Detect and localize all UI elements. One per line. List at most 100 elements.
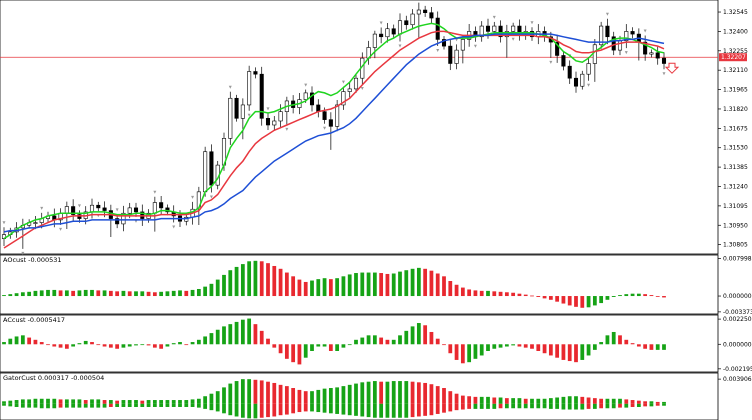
indicator-bar	[580, 344, 585, 360]
bullish-candle[interactable]	[127, 207, 132, 214]
ao-indicator-pane[interactable]	[2, 260, 666, 308]
bullish-candle[interactable]	[203, 151, 208, 193]
bullish-candle[interactable]	[385, 28, 390, 38]
indicator-bar	[297, 344, 302, 365]
fractal-arrow-icon	[549, 60, 553, 64]
bullish-candle[interactable]	[303, 92, 308, 100]
bearish-candle[interactable]	[448, 45, 453, 64]
bullish-candle[interactable]	[580, 73, 585, 87]
bearish-candle[interactable]	[404, 20, 409, 26]
bullish-candle[interactable]	[592, 44, 597, 64]
bearish-candle[interactable]	[391, 28, 396, 35]
bullish-candle[interactable]	[397, 20, 403, 35]
bearish-candle[interactable]	[630, 31, 635, 35]
bearish-candle[interactable]	[441, 39, 447, 47]
bearish-candle[interactable]	[71, 206, 76, 215]
bearish-candle[interactable]	[259, 73, 264, 119]
gator-lower-bar	[240, 403, 245, 418]
bullish-candle[interactable]	[649, 52, 654, 55]
gator-lower-bar	[209, 403, 214, 411]
bullish-candle[interactable]	[460, 39, 465, 51]
bullish-candle[interactable]	[586, 63, 591, 75]
bullish-candle[interactable]	[353, 77, 359, 90]
gator-indicator-pane[interactable]	[2, 379, 666, 419]
bearish-candle[interactable]	[265, 118, 271, 126]
indicator-bar	[203, 336, 208, 345]
indicator-bar	[372, 272, 377, 297]
indicator-bar	[492, 344, 497, 349]
bearish-candle[interactable]	[555, 41, 560, 56]
bearish-candle[interactable]	[573, 77, 579, 87]
indicator-bar	[542, 296, 547, 299]
bearish-candle[interactable]	[159, 202, 164, 209]
bullish-candle[interactable]	[121, 212, 126, 225]
gator-upper-bar	[624, 399, 629, 404]
bearish-candle[interactable]	[328, 119, 333, 127]
bearish-candle[interactable]	[309, 92, 315, 106]
bullish-candle[interactable]	[33, 222, 38, 224]
gator-lower-bar	[272, 403, 277, 417]
indicator-bar	[96, 290, 101, 297]
indicator-bar	[335, 278, 340, 297]
indicator-bar	[71, 344, 76, 347]
bullish-candle[interactable]	[64, 206, 69, 214]
indicator-bar	[391, 273, 396, 297]
bearish-candle[interactable]	[485, 25, 491, 32]
bullish-candle[interactable]	[247, 71, 252, 106]
bearish-candle[interactable]	[567, 65, 572, 79]
bearish-candle[interactable]	[96, 204, 101, 209]
bullish-candle[interactable]	[410, 13, 415, 26]
bearish-candle[interactable]	[253, 71, 258, 75]
bearish-candle[interactable]	[561, 55, 566, 67]
bearish-candle[interactable]	[643, 41, 648, 55]
bullish-candle[interactable]	[624, 31, 629, 42]
ac-pane-title: ACcust -0.0005417	[3, 316, 65, 324]
bearish-candle[interactable]	[435, 17, 440, 40]
bullish-candle[interactable]	[416, 9, 421, 15]
bullish-candle[interactable]	[492, 25, 497, 32]
gator-lower-bar	[33, 403, 38, 408]
indicator-bar	[83, 340, 88, 345]
bullish-candle[interactable]	[341, 91, 346, 106]
bullish-candle[interactable]	[347, 88, 352, 92]
bullish-candle[interactable]	[454, 49, 459, 64]
main-price-pane[interactable]	[0, 0, 718, 255]
bullish-candle[interactable]	[278, 111, 283, 122]
indicator-bar	[240, 319, 245, 345]
gator-upper-bar	[203, 396, 208, 404]
ac-indicator-pane[interactable]	[2, 318, 666, 365]
bearish-candle[interactable]	[234, 97, 239, 119]
bullish-candle[interactable]	[511, 25, 516, 32]
bearish-candle[interactable]	[605, 25, 610, 38]
bearish-candle[interactable]	[655, 52, 660, 59]
bullish-candle[interactable]	[599, 25, 604, 46]
bearish-candle[interactable]	[429, 12, 434, 19]
bearish-candle[interactable]	[102, 207, 107, 211]
bearish-candle[interactable]	[322, 111, 327, 120]
bullish-candle[interactable]	[335, 104, 340, 127]
bullish-candle[interactable]	[89, 204, 95, 213]
bullish-candle[interactable]	[240, 104, 245, 119]
price-tick-label: 1.31095	[723, 203, 748, 210]
bullish-candle[interactable]	[272, 120, 277, 126]
bearish-candle[interactable]	[133, 207, 139, 213]
bearish-candle[interactable]	[115, 218, 120, 225]
bearish-candle[interactable]	[209, 151, 214, 186]
bullish-candle[interactable]	[617, 40, 623, 51]
bullish-candle[interactable]	[152, 202, 157, 214]
gator-lower-bar	[159, 403, 164, 407]
bearish-candle[interactable]	[611, 36, 616, 51]
indicator-bar	[240, 264, 245, 297]
bullish-candle[interactable]	[372, 33, 377, 48]
bullish-candle[interactable]	[228, 97, 233, 139]
bullish-candle[interactable]	[479, 25, 484, 38]
bearish-candle[interactable]	[661, 57, 667, 64]
gator-upper-bar	[486, 396, 490, 404]
bearish-candle[interactable]	[379, 33, 384, 38]
gator-lower-bar	[310, 403, 314, 412]
gator-lower-bar	[555, 403, 560, 409]
bearish-candle[interactable]	[423, 9, 428, 13]
bullish-candle[interactable]	[196, 191, 201, 210]
bearish-candle[interactable]	[498, 25, 503, 38]
